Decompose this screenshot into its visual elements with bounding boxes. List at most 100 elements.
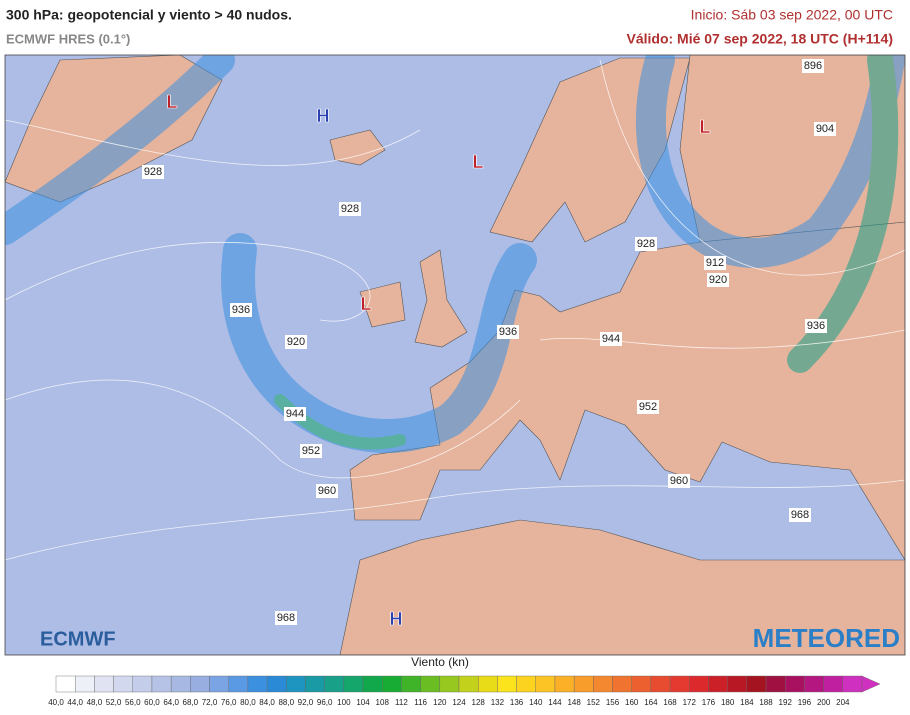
contour-label-bg xyxy=(142,165,164,179)
legend-label: 116 xyxy=(414,698,427,707)
contour-label-bg xyxy=(805,319,827,333)
contour-label-bg xyxy=(275,611,297,625)
contour-label-bg xyxy=(802,59,824,73)
legend-label: 140 xyxy=(529,698,543,707)
contour-label-bg xyxy=(637,400,659,414)
pressure-center: L xyxy=(700,117,711,137)
contour-label: 960 xyxy=(318,485,336,497)
contour-label-bg xyxy=(497,325,519,339)
legend-label: 136 xyxy=(510,698,524,707)
legend-swatch xyxy=(401,675,421,693)
legend-swatch xyxy=(631,675,652,693)
legend-swatch xyxy=(247,675,268,693)
legend-label: 92,0 xyxy=(298,698,314,707)
legend-label: 176 xyxy=(702,698,716,707)
legend-label: 72,0 xyxy=(202,698,218,707)
contour-label-bg xyxy=(284,407,306,421)
legend-swatch xyxy=(324,675,345,693)
legend-swatch xyxy=(266,675,287,693)
contour-label: 928 xyxy=(637,238,655,250)
contour-label-bg xyxy=(285,335,307,349)
legend-swatch xyxy=(823,675,844,693)
legend-label: 48,0 xyxy=(87,698,103,707)
title: 300 hPa: geopotencial y viento > 40 nudo… xyxy=(6,7,292,23)
legend-swatch xyxy=(516,675,536,693)
legend-label: 88,0 xyxy=(278,698,294,707)
pressure-center: H xyxy=(390,609,403,629)
legend-swatch xyxy=(228,675,249,693)
legend-label: 144 xyxy=(548,698,562,707)
legend-swatch xyxy=(765,675,786,693)
contour-label-bg xyxy=(230,303,252,317)
legend-label: 204 xyxy=(836,698,850,707)
legend-label: 96,0 xyxy=(317,698,333,707)
contour-label: 952 xyxy=(639,401,657,413)
contour-label: 944 xyxy=(602,333,620,345)
meteored-logo: METEORED xyxy=(753,623,900,653)
contour-label: 896 xyxy=(804,60,822,72)
contour-label-bg xyxy=(635,237,657,251)
legend-swatch xyxy=(420,675,441,693)
legend-label: 156 xyxy=(606,698,620,707)
legend-swatch xyxy=(382,675,402,693)
contour-label: 920 xyxy=(287,336,305,348)
ecmwf-logo: ECMWF xyxy=(40,628,116,650)
contour-label-bg xyxy=(300,444,322,458)
legend-swatch xyxy=(842,675,863,693)
legend-label: 196 xyxy=(798,698,812,707)
legend-swatch xyxy=(650,675,671,693)
pressure-center: L xyxy=(361,294,372,314)
legend-swatch xyxy=(727,675,748,693)
legend-label: 184 xyxy=(740,698,754,707)
legend-swatch xyxy=(151,675,172,693)
contour-label-bg xyxy=(600,332,622,346)
legend-label: 108 xyxy=(376,698,390,707)
legend-swatch xyxy=(209,675,229,693)
legend-label: 104 xyxy=(356,698,370,707)
legend-swatch xyxy=(132,675,153,693)
contour-label-bg xyxy=(707,273,729,287)
legend-label: 52,0 xyxy=(106,698,122,707)
init-time: Inicio: Sáb 03 sep 2022, 00 UTC xyxy=(691,7,893,23)
legend-swatch xyxy=(286,675,306,693)
legend-label: 128 xyxy=(472,698,486,707)
contour-label-bg xyxy=(704,256,726,270)
legend-swatch xyxy=(343,675,364,693)
legend-arrow xyxy=(861,675,881,693)
legend-swatch xyxy=(669,675,690,693)
legend-label: 112 xyxy=(395,698,408,707)
legend-label: 160 xyxy=(625,698,639,707)
pressure-center: L xyxy=(473,152,484,172)
pressure-center: L xyxy=(167,92,178,112)
contour-label-bg xyxy=(789,508,811,522)
contour-label: 960 xyxy=(670,475,688,487)
legend-swatch xyxy=(94,675,114,693)
contour-label: 912 xyxy=(706,257,724,269)
contour-label: 944 xyxy=(286,408,304,420)
legend-label: 188 xyxy=(759,698,773,707)
legend-label: 148 xyxy=(567,698,581,707)
contour-label-bg xyxy=(814,122,836,136)
legend-label: 164 xyxy=(644,698,658,707)
legend-swatch xyxy=(190,675,210,693)
legend-label: 84,0 xyxy=(259,698,275,707)
contour-label: 936 xyxy=(232,304,250,316)
valid-time: Válido: Mié 07 sep 2022, 18 UTC (H+114) xyxy=(626,31,893,47)
legend-title: Viento (kn) xyxy=(411,655,469,669)
legend-swatch xyxy=(439,675,460,693)
legend-label: 132 xyxy=(491,698,505,707)
legend-label: 172 xyxy=(683,698,697,707)
legend-swatch xyxy=(55,675,76,693)
legend-swatch xyxy=(170,675,191,693)
legend-label: 40,0 xyxy=(48,698,64,707)
contour-label: 928 xyxy=(144,166,162,178)
legend-label: 120 xyxy=(433,698,447,707)
contour-label: 968 xyxy=(277,612,295,624)
legend-label: 68,0 xyxy=(183,698,199,707)
legend-label: 200 xyxy=(817,698,831,707)
legend-label: 100 xyxy=(337,698,351,707)
legend-label: 152 xyxy=(587,698,601,707)
legend-label: 56,0 xyxy=(125,698,141,707)
legend-swatch xyxy=(113,675,133,693)
legend-swatch xyxy=(305,675,325,693)
